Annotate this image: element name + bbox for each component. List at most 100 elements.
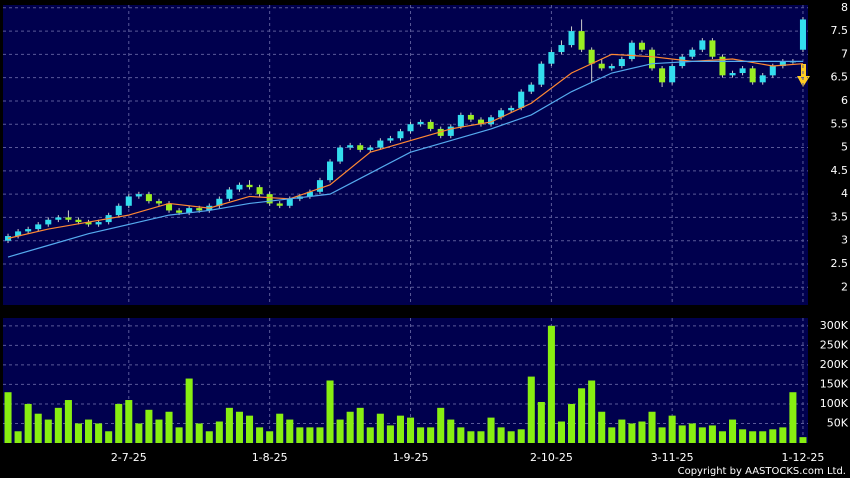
candle-body bbox=[186, 208, 193, 213]
volume-bar bbox=[507, 431, 515, 443]
volume-bar bbox=[698, 427, 706, 443]
volume-bar bbox=[417, 427, 425, 443]
volume-bar bbox=[54, 407, 62, 443]
candle-body bbox=[166, 203, 173, 211]
y-tick-label: 300K bbox=[820, 319, 849, 332]
y-tick-label: 50K bbox=[827, 416, 849, 429]
volume-bar bbox=[155, 419, 163, 443]
volume-bar bbox=[708, 425, 716, 443]
candle-body bbox=[387, 138, 394, 141]
volume-bar bbox=[407, 417, 415, 443]
candle-body bbox=[759, 75, 766, 83]
candle-body bbox=[518, 91, 525, 108]
volume-bar bbox=[537, 401, 545, 443]
volume-bar bbox=[24, 403, 32, 443]
volume-bar bbox=[789, 392, 797, 443]
volume-bar bbox=[4, 392, 12, 443]
candle-body bbox=[176, 210, 183, 213]
volume-bar bbox=[427, 427, 435, 443]
copyright: Copyright by AASTOCKS.com Ltd. bbox=[678, 466, 846, 477]
x-tick-label: 1-9-25 bbox=[393, 451, 429, 464]
y-tick-label: 5.5 bbox=[831, 117, 849, 130]
volume-bar bbox=[326, 380, 334, 443]
candle-body bbox=[226, 189, 233, 199]
volume-bar bbox=[588, 380, 596, 443]
y-tick-label: 4 bbox=[841, 187, 848, 200]
volume-bar bbox=[286, 419, 294, 443]
y-tick-label: 7.5 bbox=[831, 24, 849, 37]
candle-body bbox=[749, 68, 756, 83]
volume-bar bbox=[165, 411, 173, 443]
volume-bar bbox=[115, 403, 123, 443]
volume-bar bbox=[296, 427, 304, 443]
volume-bar bbox=[64, 400, 72, 443]
candle-body bbox=[779, 61, 786, 67]
candle-body bbox=[155, 201, 162, 204]
volume-bar bbox=[175, 427, 183, 443]
candle-body bbox=[769, 66, 776, 76]
volume-bar bbox=[316, 427, 324, 443]
candle-body bbox=[608, 66, 615, 69]
volume-bar bbox=[688, 423, 696, 443]
volume-bar bbox=[44, 419, 52, 443]
candle-body bbox=[739, 68, 746, 74]
volume-bar bbox=[85, 419, 93, 443]
candle-body bbox=[467, 114, 474, 120]
candle-body bbox=[457, 114, 464, 127]
volume-bar bbox=[266, 431, 274, 443]
candle-body bbox=[316, 180, 323, 192]
candle-body bbox=[246, 184, 253, 188]
volume-bar bbox=[256, 427, 264, 443]
volume-bar bbox=[14, 431, 22, 443]
x-tick-label: 2-7-25 bbox=[111, 451, 147, 464]
candle-body bbox=[135, 194, 142, 197]
y-tick-label: 3 bbox=[841, 234, 848, 247]
volume-bar bbox=[547, 325, 555, 443]
candle-body bbox=[799, 19, 806, 50]
y-tick-label: 6 bbox=[841, 94, 848, 107]
volume-bar bbox=[779, 427, 787, 443]
volume-bar bbox=[658, 427, 666, 443]
y-tick-label: 4.5 bbox=[831, 164, 849, 177]
candle-body bbox=[35, 224, 42, 230]
volume-bar bbox=[648, 411, 656, 443]
candle-body bbox=[145, 194, 152, 202]
candle-body bbox=[115, 205, 122, 216]
volume-bar bbox=[437, 407, 445, 443]
volume-bar bbox=[568, 403, 576, 443]
candle-body bbox=[196, 208, 203, 211]
volume-bar bbox=[638, 421, 646, 443]
candle-body bbox=[488, 117, 495, 125]
candle-body bbox=[65, 217, 72, 220]
y-tick-label: 5 bbox=[841, 141, 848, 154]
volume-bar bbox=[487, 417, 495, 443]
volume-bar bbox=[477, 431, 485, 443]
volume-bar bbox=[396, 415, 404, 443]
volume-bar bbox=[105, 431, 113, 443]
candle-body bbox=[618, 59, 625, 67]
candle-body bbox=[236, 184, 243, 190]
candle-body bbox=[578, 31, 585, 50]
volume-bar bbox=[225, 407, 233, 443]
candle-body bbox=[558, 45, 565, 53]
candle-body bbox=[276, 203, 283, 206]
y-tick-label: 7 bbox=[841, 47, 848, 60]
volume-bar bbox=[447, 419, 455, 443]
candle-body bbox=[15, 231, 22, 237]
candle-body bbox=[5, 236, 12, 241]
candle-body bbox=[377, 140, 384, 148]
volume-bar bbox=[135, 423, 143, 443]
candle-body bbox=[216, 198, 223, 206]
moving-average-line bbox=[7, 60, 803, 258]
volume-bar bbox=[527, 376, 535, 443]
y-tick-label: 100K bbox=[820, 397, 849, 410]
candle-body bbox=[709, 40, 716, 57]
volume-bar bbox=[185, 378, 193, 443]
candle-body bbox=[729, 73, 736, 76]
x-tick-label: 3-11-25 bbox=[651, 451, 694, 464]
candle-body bbox=[417, 121, 424, 125]
volume-bar bbox=[608, 427, 616, 443]
volume-bar bbox=[628, 423, 636, 443]
moving-average-line bbox=[7, 53, 804, 239]
